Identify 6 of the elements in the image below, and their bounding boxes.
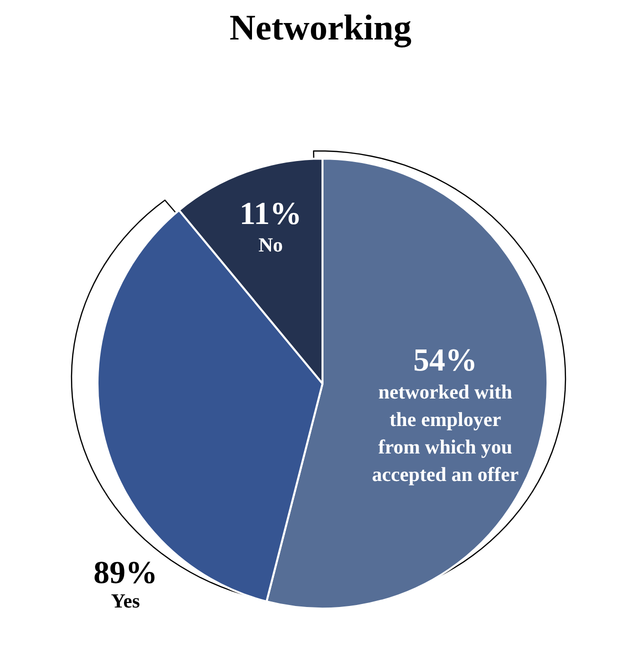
data-label: 11% <box>240 194 302 231</box>
data-label: 54% <box>413 342 478 378</box>
chart-title: Networking <box>230 8 412 48</box>
slice-label: networked with the employer from which you accepted an offer <box>372 381 519 486</box>
slice-label: No <box>258 234 283 257</box>
text: 89% Yes <box>94 554 158 612</box>
